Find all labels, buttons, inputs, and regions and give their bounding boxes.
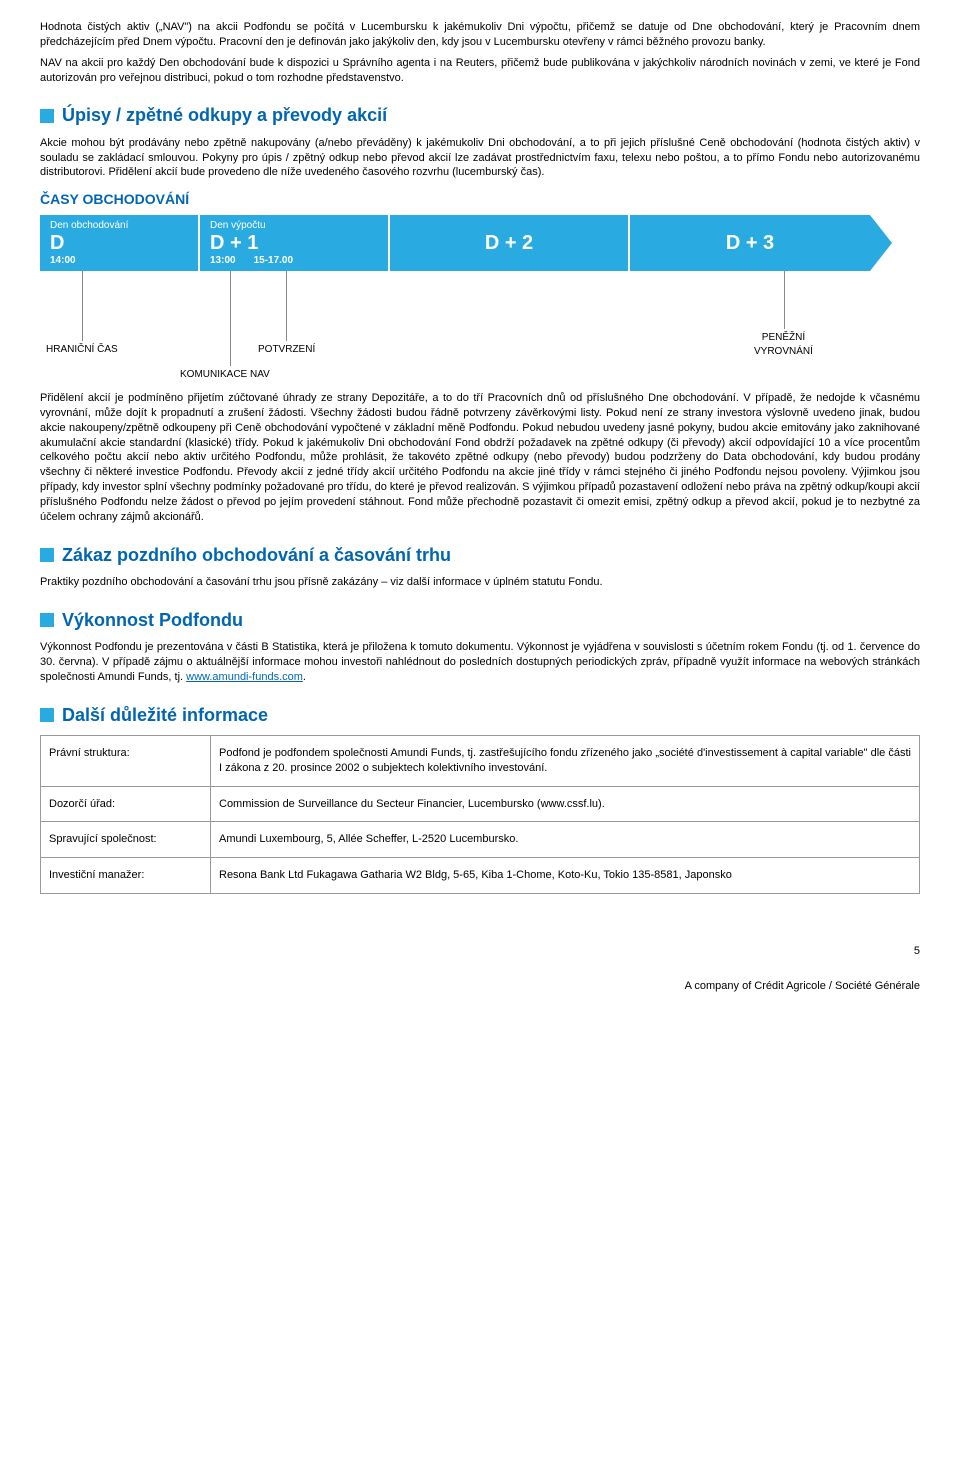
timeline-annotations: HRANIČNÍ ČAS KOMUNIKACE NAV POTVRZENÍ PE…: [40, 271, 920, 391]
info-table: Právní struktura: Podfond je podfondem s…: [40, 735, 920, 894]
section1-paragraph-2: Přidělení akcií je podmíněno přijetím zú…: [40, 391, 920, 525]
section1-paragraph: Akcie mohou být prodávány nebo zpětně na…: [40, 136, 920, 181]
intro-paragraph-1: Hodnota čistých aktiv („NAV") na akcii P…: [40, 20, 920, 50]
square-bullet-icon: [40, 708, 54, 722]
text-span: Výkonnost Podfondu je prezentována v čás…: [40, 641, 920, 683]
section-title: Zákaz pozdního obchodování a časování tr…: [62, 543, 451, 567]
timeline-top-label: Den výpočtu: [210, 219, 266, 233]
table-value: Resona Bank Ltd Fukagawa Gatharia W2 Bld…: [211, 858, 920, 894]
trading-times-header: ČASY OBCHODOVÁNÍ: [40, 190, 920, 209]
annotation-line: [230, 271, 231, 366]
timeline-cell-d3: D + 3: [630, 215, 870, 271]
timeline-cell-d: Den obchodování D 14:00: [40, 215, 200, 271]
annotation-line: [286, 271, 287, 341]
amundi-funds-link[interactable]: www.amundi-funds.com: [186, 671, 303, 683]
section-heading-dalsi-informace: Další důležité informace: [40, 703, 920, 727]
timeline-big-label: D + 1: [210, 232, 258, 254]
timeline-time: 14:00: [50, 254, 76, 268]
annotation-line2: VYROVNÁNÍ: [754, 346, 813, 357]
annotation-line: [784, 271, 785, 329]
section-title: Výkonnost Podfondu: [62, 608, 243, 632]
section3-paragraph: Výkonnost Podfondu je prezentována v čás…: [40, 640, 920, 685]
section-heading-vykonnost: Výkonnost Podfondu: [40, 608, 920, 632]
section2-paragraph: Praktiky pozdního obchodování a časování…: [40, 575, 920, 590]
timeline-cell-d1: Den výpočtu D + 1 13:00 15-17.00: [200, 215, 390, 271]
text-span: .: [303, 671, 306, 683]
page-number: 5: [914, 944, 920, 959]
timeline-cell-d2: D + 2: [390, 215, 630, 271]
annotation-line1: PENĚŽNÍ: [762, 332, 805, 343]
timeline-time: 15-17.00: [254, 254, 293, 268]
timeline-time: 13:00: [210, 254, 236, 268]
section-title: Další důležité informace: [62, 703, 268, 727]
trading-timeline: Den obchodování D 14:00 Den výpočtu D + …: [40, 215, 920, 271]
table-row: Spravující společnost: Amundi Luxembourg…: [41, 822, 920, 858]
intro-paragraph-2: NAV na akcii pro každý Den obchodování b…: [40, 56, 920, 86]
annotation-line: [82, 271, 83, 341]
table-row: Investiční manažer: Resona Bank Ltd Fuka…: [41, 858, 920, 894]
table-row: Právní struktura: Podfond je podfondem s…: [41, 735, 920, 786]
annotation-hranicni-cas: HRANIČNÍ ČAS: [46, 343, 118, 357]
table-key: Právní struktura:: [41, 735, 211, 786]
square-bullet-icon: [40, 548, 54, 562]
annotation-potvrzeni: POTVRZENÍ: [258, 343, 315, 357]
timeline-big-label: D + 3: [726, 232, 774, 254]
table-value: Podfond je podfondem společnosti Amundi …: [211, 735, 920, 786]
footer-brand: A company of Crédit Agricole / Société G…: [685, 980, 920, 992]
square-bullet-icon: [40, 613, 54, 627]
section-title: Úpisy / zpětné odkupy a převody akcií: [62, 103, 387, 127]
table-row: Dozorčí úřad: Commission de Surveillance…: [41, 786, 920, 822]
section-heading-zakaz: Zákaz pozdního obchodování a časování tr…: [40, 543, 920, 567]
square-bullet-icon: [40, 109, 54, 123]
annotation-penezni-vyrovnani: PENĚŽNÍ VYROVNÁNÍ: [754, 331, 813, 358]
section-heading-upisy: Úpisy / zpětné odkupy a převody akcií: [40, 103, 920, 127]
table-key: Spravující společnost:: [41, 822, 211, 858]
annotation-komunikace-nav: KOMUNIKACE NAV: [180, 368, 270, 382]
table-value: Commission de Surveillance du Secteur Fi…: [211, 786, 920, 822]
timeline-top-label: Den obchodování: [50, 219, 128, 233]
timeline-big-label: D: [50, 232, 64, 254]
table-key: Dozorčí úřad:: [41, 786, 211, 822]
timeline-big-label: D + 2: [485, 232, 533, 254]
table-key: Investiční manažer:: [41, 858, 211, 894]
timeline-arrow-icon: [870, 215, 892, 271]
page-footer: 5: [40, 944, 920, 959]
table-value: Amundi Luxembourg, 5, Allée Scheffer, L-…: [211, 822, 920, 858]
